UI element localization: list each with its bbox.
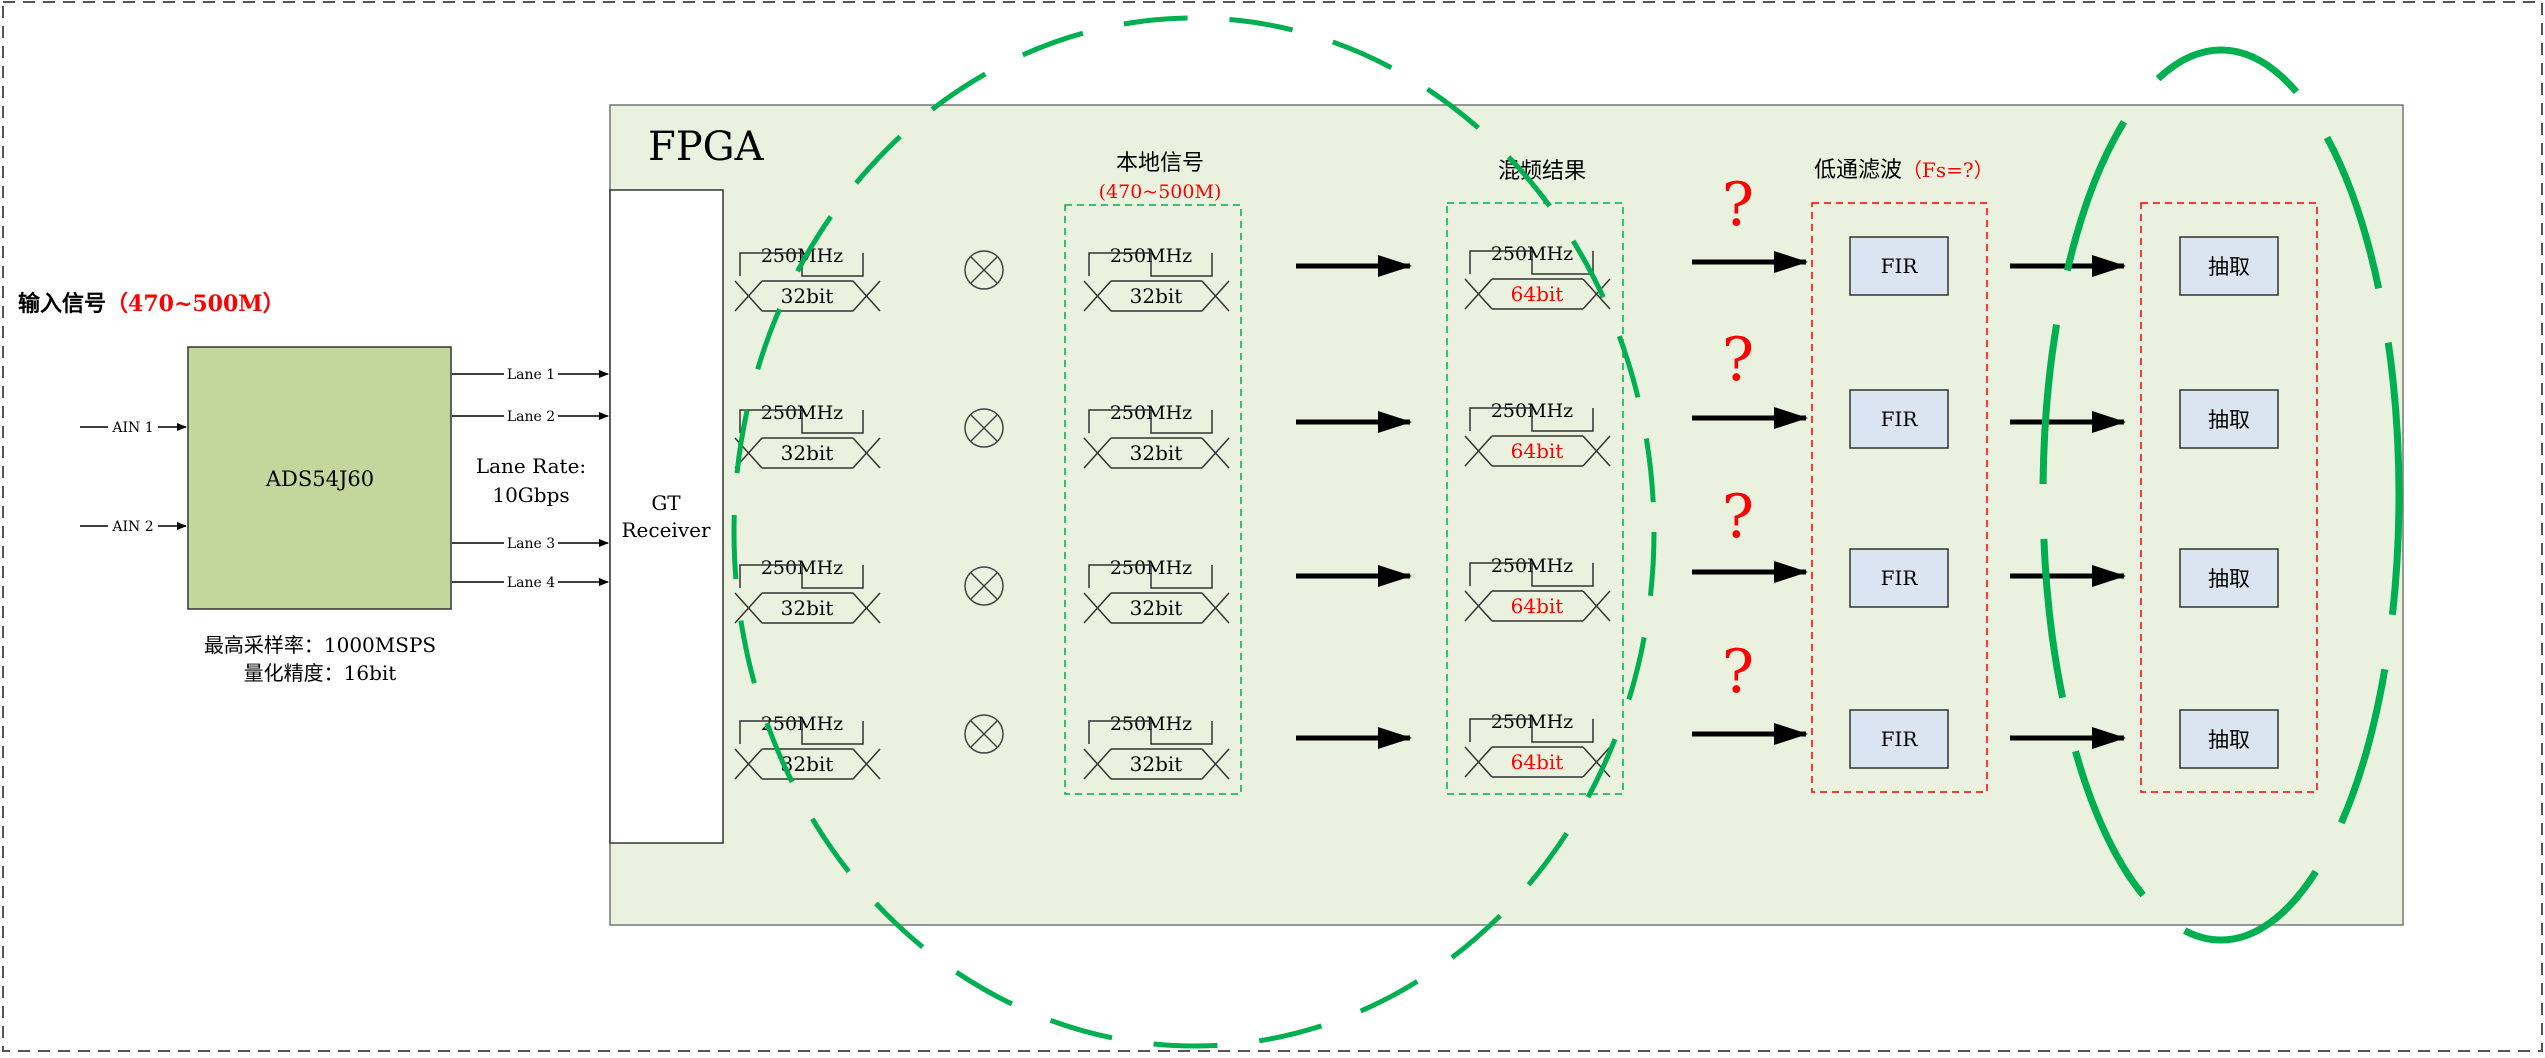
row4-multiplier-cross [970, 720, 998, 748]
row1-multiplier-cross [970, 256, 998, 284]
row3-decim-label: 抽取 [2208, 567, 2250, 591]
row4-decim-label: 抽取 [2208, 728, 2250, 752]
row3-input-signal-bus [734, 592, 881, 624]
ain1-label: AIN 1 [111, 420, 153, 436]
row4-decim-block [2179, 709, 2279, 769]
row4-mix-signal-clock [1469, 718, 1594, 743]
row3-input-signal-width: 32bit [781, 596, 834, 620]
row1-mix-signal-width: 64bit [1511, 282, 1564, 306]
row2-local-signal-width: 32bit [1130, 441, 1183, 465]
row3-multiplier-cross [970, 572, 998, 600]
row1-decim-block [2179, 236, 2279, 296]
input-signal-title: 输入信号（470~500M） [18, 291, 285, 317]
row2-multiplier-cross [970, 414, 998, 442]
row4-input-signal-bus [734, 748, 881, 780]
row3-mix-signal-width: 64bit [1511, 594, 1564, 618]
row3-mix-signal-bus [1464, 590, 1611, 622]
row2-multiplier-icon [964, 408, 1004, 448]
lpf-group [1811, 202, 1988, 793]
row1-decim-label: 抽取 [2208, 255, 2250, 279]
row4-local-signal-bus [1083, 748, 1230, 780]
row1-mix-signal-clock [1469, 250, 1594, 275]
local-signal-group [1064, 204, 1242, 795]
row1-input-signal-width: 32bit [781, 284, 834, 308]
lane3-label: Lane 3 [507, 536, 555, 552]
row1-local-signal-bus [1083, 280, 1230, 312]
green-dashed-ellipse-left [731, 15, 1657, 1049]
lane-rate-label: Lane Rate: [476, 454, 586, 478]
local-signal-range: (470~500M) [1099, 181, 1222, 203]
row3-multiplier-icon [964, 566, 1004, 606]
gt-receiver-line2: Receiver [621, 518, 710, 542]
adc-block [187, 346, 452, 610]
row2-fir-label: FIR [1881, 407, 1919, 431]
row3-fir-label: FIR [1881, 566, 1919, 590]
row4-mix-signal-width: 64bit [1511, 750, 1564, 774]
row2-local-signal-bus [1083, 437, 1230, 469]
green-dashed-ellipse-right [2039, 46, 2403, 944]
row3-fir-block [1849, 548, 1949, 608]
lpf-title: 低通滤波（Fs=?） [1814, 158, 1994, 183]
row2-mix-signal-width: 64bit [1511, 439, 1564, 463]
lane1-label: Lane 1 [507, 367, 555, 383]
row2-question-mark: ? [1722, 325, 1754, 395]
fpga-label: FPGA [648, 124, 765, 170]
row2-input-signal-bus [734, 437, 881, 469]
row3-question-mark: ? [1722, 482, 1754, 552]
gt-receiver-line1: GT [651, 491, 681, 515]
decim-group [2140, 202, 2318, 793]
row4-local-signal-clock [1088, 720, 1213, 745]
row1-fir-label: FIR [1881, 254, 1919, 278]
row4-mix-signal-bus [1464, 746, 1611, 778]
mix-result-group [1446, 202, 1624, 795]
row1-mix-signal-bus [1464, 278, 1611, 310]
row2-input-signal-clock [739, 409, 864, 434]
fpga-board [609, 104, 2404, 926]
row4-fir-label: FIR [1881, 727, 1919, 751]
ain2-label: AIN 2 [111, 519, 153, 535]
row3-decim-block [2179, 548, 2279, 608]
row3-local-signal-bus [1083, 592, 1230, 624]
row2-fir-block [1849, 389, 1949, 449]
adc-spec-sample-rate: 最高采样率：1000MSPS [204, 633, 436, 657]
row1-question-mark: ? [1722, 170, 1754, 240]
row3-input-signal-clock [739, 564, 864, 589]
row2-decim-block [2179, 389, 2279, 449]
row2-mix-signal-bus [1464, 435, 1611, 467]
row1-multiplier-icon [964, 250, 1004, 290]
row1-fir-block [1849, 236, 1949, 296]
row3-local-signal-clock [1088, 564, 1213, 589]
row4-input-signal-clock [739, 720, 864, 745]
row1-local-signal-width: 32bit [1130, 284, 1183, 308]
row2-local-signal-clock [1088, 409, 1213, 434]
row2-input-signal-width: 32bit [781, 441, 834, 465]
row3-local-signal-width: 32bit [1130, 596, 1183, 620]
row1-local-signal-clock [1088, 252, 1213, 277]
row4-multiplier-icon [964, 714, 1004, 754]
row1-input-signal-bus [734, 280, 881, 312]
row2-mix-signal-clock [1469, 407, 1594, 432]
gt-receiver-block [609, 189, 724, 844]
row4-question-mark: ? [1722, 637, 1754, 707]
row3-mix-signal-clock [1469, 562, 1594, 587]
row4-local-signal-width: 32bit [1130, 752, 1183, 776]
row4-fir-block [1849, 709, 1949, 769]
lane-rate-value: 10Gbps [492, 483, 569, 507]
local-signal-title: 本地信号 [1116, 151, 1204, 176]
lane4-label: Lane 4 [507, 575, 555, 591]
lane2-label: Lane 2 [507, 409, 555, 425]
adc-name: ADS54J60 [265, 467, 374, 491]
adc-spec-precision: 量化精度：16bit [244, 661, 397, 685]
row2-decim-label: 抽取 [2208, 408, 2250, 432]
